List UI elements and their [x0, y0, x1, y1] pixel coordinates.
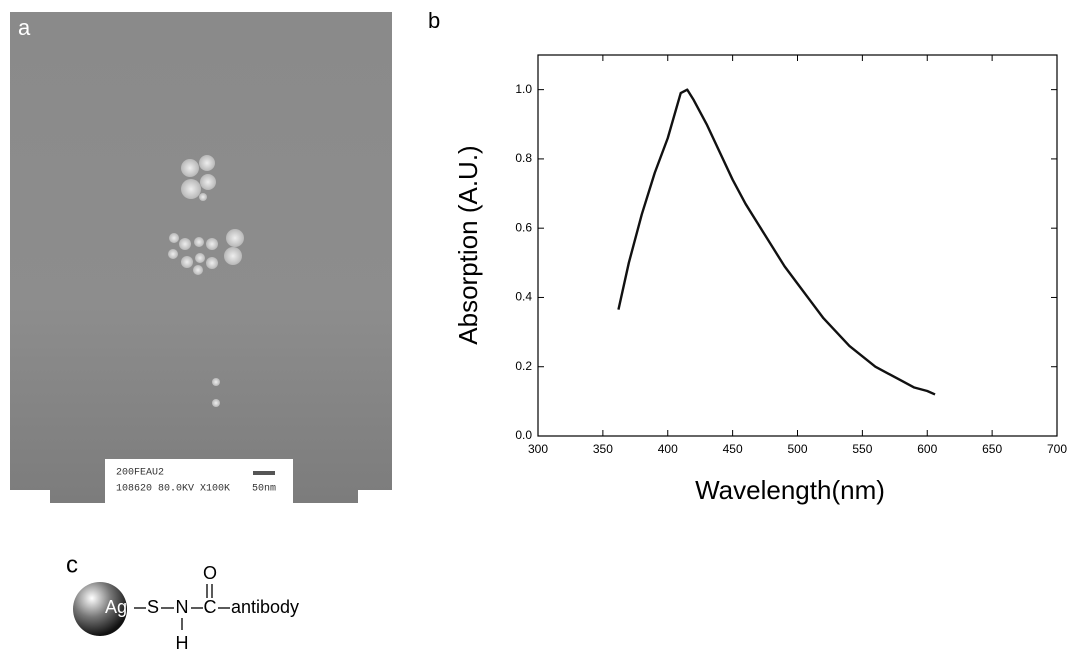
panel-label: c: [66, 551, 78, 578]
data-line: [617, 88, 936, 396]
atom: S: [147, 597, 159, 617]
atom: C: [204, 597, 217, 617]
x-axis-label: Wavelength(nm): [695, 475, 885, 505]
y-tick-label: 0.8: [515, 151, 532, 165]
y-tick-label: 0.4: [515, 290, 532, 304]
y-tick-label: 0.0: [515, 428, 532, 442]
group-label: antibody: [231, 597, 299, 617]
micrograph: 200FEAU2 108620 80.0KV X100K 50nm a: [10, 12, 392, 503]
x-tick-label: 500: [787, 442, 807, 456]
plot: 300 350 400 450 500 550 600 650 700 0.0 0.2 0.4 0.6 0…: [515, 55, 1067, 456]
atom: N: [176, 597, 189, 617]
y-axis-label: Absorption (A.U.): [453, 145, 483, 344]
x-tick-label: 600: [917, 442, 937, 456]
y-tick-label: 0.6: [515, 220, 532, 234]
micrograph-label: 200FEAU2: [116, 468, 164, 479]
atom: Ag: [105, 597, 127, 617]
y-tick-label: 1.0: [515, 82, 532, 96]
x-tick-label: 550: [852, 442, 872, 456]
x-tick-label: 650: [982, 442, 1002, 456]
x-tick-label: 450: [723, 442, 743, 456]
panel-label: b: [428, 8, 440, 33]
y-tick-label: 0.2: [515, 359, 532, 373]
structure: c Ag S N H C O antibody: [66, 551, 299, 652]
x-tick-label: 400: [658, 442, 678, 456]
x-tick-label: 300: [528, 442, 548, 456]
scale-label: 50nm: [252, 484, 276, 495]
x-tick-label: 350: [593, 442, 613, 456]
atom: H: [176, 633, 189, 653]
x-tick-label: 700: [1047, 442, 1067, 456]
atom: O: [203, 563, 217, 583]
micrograph-label: 108620 80.0KV X100K: [116, 484, 230, 495]
panel-label: a: [18, 15, 31, 40]
plot-frame: [537, 54, 1058, 437]
